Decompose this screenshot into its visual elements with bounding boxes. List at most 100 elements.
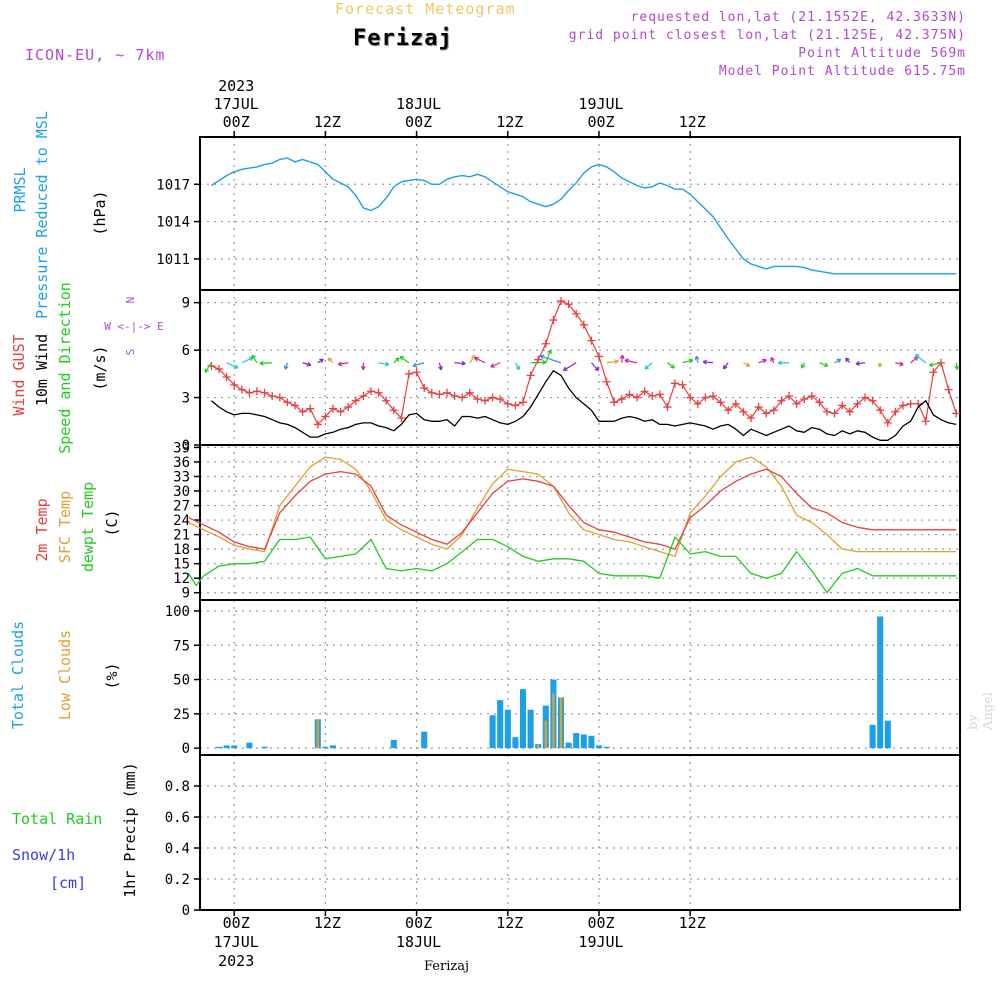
wind-arrow-head xyxy=(306,361,312,367)
y-tick-label: 15 xyxy=(173,557,190,573)
gust-marker xyxy=(815,398,824,407)
y-tick-label: 1014 xyxy=(156,215,190,231)
y-tick-label: 50 xyxy=(173,673,190,689)
wind-arrow-head xyxy=(614,359,619,364)
gust-marker xyxy=(245,388,254,397)
wind-direction-arrow xyxy=(644,362,653,370)
gust-marker xyxy=(260,388,269,397)
x-hour-label-top: 12Z xyxy=(679,113,706,131)
total-clouds-bar xyxy=(231,745,238,749)
gust-marker xyxy=(678,380,687,389)
wind-direction-arrow xyxy=(490,362,501,368)
wind-arrow-head xyxy=(547,349,552,354)
gust-marker xyxy=(754,403,763,412)
wind-arrow-head xyxy=(327,357,333,363)
low-clouds-bar xyxy=(544,720,547,749)
y-tick-label: 3 xyxy=(182,391,190,407)
gust-marker xyxy=(298,407,307,416)
gust-marker xyxy=(906,399,915,408)
wind-direction-arrow xyxy=(338,362,349,365)
footer-location: Ferizaj xyxy=(424,959,470,974)
total-clouds-bar xyxy=(877,616,884,749)
wind-direction-arrow xyxy=(915,354,927,364)
panel-frame xyxy=(199,136,961,291)
gust-marker xyxy=(686,393,695,402)
wind-arrow-head xyxy=(619,354,625,359)
compass-south: S xyxy=(124,349,137,356)
low-clouds-bar xyxy=(552,693,555,749)
gust-marker xyxy=(572,309,581,318)
gust-marker xyxy=(899,401,907,410)
wind-direction-arrow xyxy=(703,361,714,364)
wind-arrow-head xyxy=(823,362,829,368)
wind-arrow-head xyxy=(474,356,479,362)
wind-arrow-head xyxy=(562,366,568,371)
total-clouds-bar xyxy=(421,731,428,749)
y-tick-label: 30 xyxy=(173,484,190,500)
wind-arrow-head xyxy=(688,358,694,364)
gust-marker xyxy=(823,407,831,416)
pressure-label-1: PRMSL xyxy=(11,167,29,212)
x-hour-label-bottom: 00Z xyxy=(223,914,250,932)
model-label: ICON-EU, ~ 7km xyxy=(25,46,166,64)
wind-direction-arrow xyxy=(259,362,273,365)
y-tick-label: 1011 xyxy=(156,252,190,268)
sfc-temp-line xyxy=(188,456,957,558)
gust-marker xyxy=(564,300,573,309)
y-tick-label: 0.2 xyxy=(165,872,190,888)
wind-arrow-head xyxy=(412,362,417,368)
y-tick-label: 0.6 xyxy=(165,810,190,826)
snow-unit-label: [cm] xyxy=(50,874,86,892)
gust-marker xyxy=(944,385,953,394)
gust-marker xyxy=(450,391,459,400)
wind-arrow-head xyxy=(877,363,883,368)
gust-marker xyxy=(389,406,398,415)
y-tick-label: 6 xyxy=(182,343,190,359)
gust-marker xyxy=(769,406,778,415)
snow-label: Snow/1h xyxy=(12,846,75,864)
wind-arrow-head xyxy=(702,359,708,365)
wind-arrow-head xyxy=(777,360,783,366)
wind-direction-arrow xyxy=(454,362,466,365)
gust-marker xyxy=(731,399,740,408)
wind-direction-arrow xyxy=(514,362,520,370)
y-tick-label: 39 xyxy=(173,440,190,456)
compass-north: N xyxy=(124,297,137,304)
total-clouds-bar xyxy=(595,745,603,749)
x-hour-label-top: 00Z xyxy=(587,113,614,131)
wind-arrow-head xyxy=(929,362,934,368)
y-tick-label: 0 xyxy=(182,741,190,757)
total-clouds-bar xyxy=(588,735,595,749)
gust-marker xyxy=(739,407,748,416)
x-day-label-top: 17JUL xyxy=(214,95,259,113)
wind-arrow-head xyxy=(855,361,860,366)
credit-watermark: by Angel xyxy=(966,692,996,730)
y-tick-label: 36 xyxy=(173,455,190,471)
gust-marker xyxy=(222,372,231,381)
x-hour-label-top: 12Z xyxy=(314,113,341,131)
gust-marker xyxy=(275,393,284,402)
total-clouds-bar xyxy=(512,737,519,749)
gust-marker xyxy=(253,387,261,396)
wind-arrow-head xyxy=(594,366,600,372)
low-clouds-bar xyxy=(537,744,540,749)
wind-arrow-head xyxy=(670,364,675,369)
wind-direction-arrow xyxy=(667,362,675,369)
wind-arrow-head xyxy=(539,354,545,360)
y-tick-label: 24 xyxy=(173,513,190,529)
wind-arrow-head xyxy=(722,364,728,370)
wind-arrow-head xyxy=(836,358,842,364)
wind-direction-arrow xyxy=(399,356,410,364)
gust-marker xyxy=(602,377,611,386)
wind-direction-arrow xyxy=(682,359,694,364)
wind-arrow-head xyxy=(515,365,520,371)
gust-marker xyxy=(716,398,725,407)
x-hour-label-bottom: 12Z xyxy=(314,914,341,932)
gust-marker xyxy=(397,414,406,423)
total-clouds-bar xyxy=(261,746,268,749)
gust-marker xyxy=(336,407,345,416)
gust-marker xyxy=(952,409,961,418)
gust-marker xyxy=(367,387,375,396)
gust-label: Wind GUST xyxy=(10,334,28,415)
y-tick-label: 18 xyxy=(173,542,190,558)
